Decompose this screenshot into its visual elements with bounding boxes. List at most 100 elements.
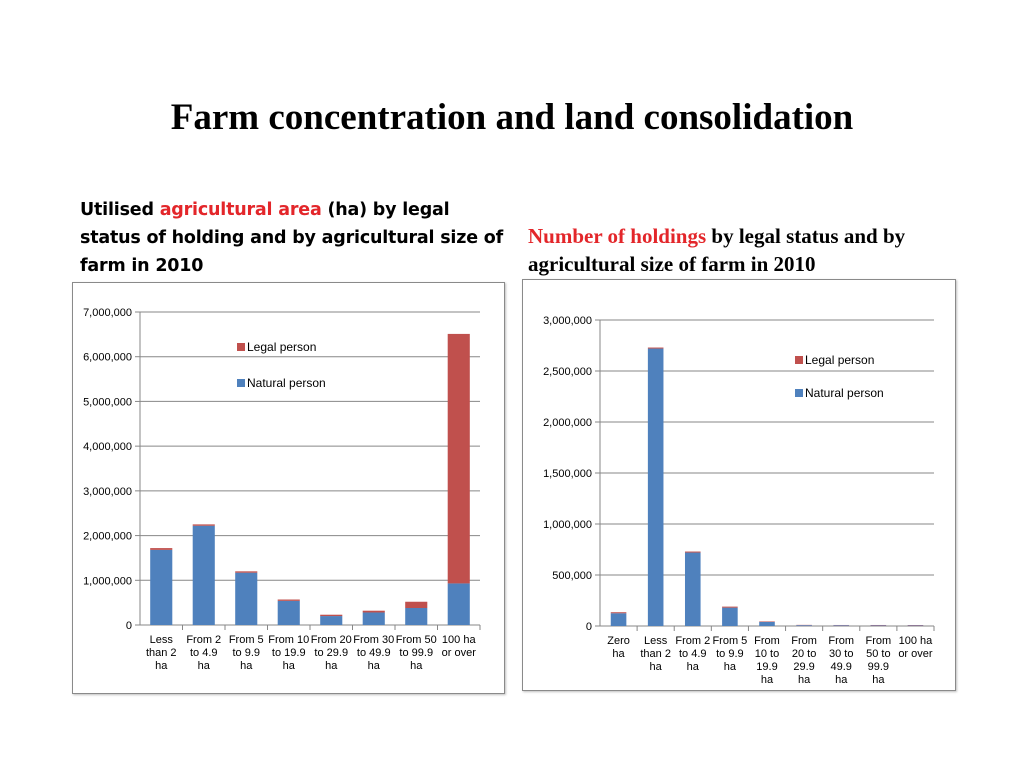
left-legend-label: Legal person <box>247 340 316 354</box>
left-category-label-line: From 20 <box>311 634 352 646</box>
right-category-label-line: or over <box>898 648 933 660</box>
right-category-label: From 30 to 49.9 ha <box>828 635 854 686</box>
right-category-label-line: ha <box>835 674 848 686</box>
left-bar-legal <box>192 524 215 526</box>
left-y-tick-label: 4,000,000 <box>83 441 132 453</box>
left-y-tick-label: 7,000,000 <box>83 307 132 319</box>
left-bar-natural <box>150 549 173 625</box>
left-legend-swatch <box>237 379 245 387</box>
left-category-label-line: to 49.9 <box>357 647 391 659</box>
right-category-label-line: From <box>865 635 891 647</box>
left-category-label: From 20 to 29.9 ha <box>311 634 352 672</box>
right-category-label-line: 99.9 <box>868 661 889 673</box>
left-category-label-line: to 4.9 <box>190 647 218 659</box>
right-category-label-line: ha <box>612 648 625 660</box>
left-category-label: From 30 to 49.9 ha <box>353 634 394 672</box>
utilised-area-chart: 0 1,000,000 2,000,000 3,000,000 4,000,000 5,0… <box>72 282 505 694</box>
right-bar-natural <box>870 625 887 626</box>
right-legend-swatch <box>795 389 803 397</box>
left-category-label-line: From 10 <box>268 634 309 646</box>
left-bar-legal <box>405 601 428 609</box>
left-category-label: From 10 to 19.9 ha <box>268 634 309 672</box>
right-y-tick-label: 2,500,000 <box>543 366 592 378</box>
left-bar-natural <box>320 616 343 625</box>
left-bar-natural <box>192 525 215 625</box>
right-y-tick-label: 0 <box>586 621 592 633</box>
right-bar-legal <box>610 612 627 614</box>
right-bar-natural <box>907 625 924 626</box>
left-category-label-line: From 2 <box>186 634 221 646</box>
left-category-label: From 50 to 99.9 ha <box>396 634 437 672</box>
left-bar-natural <box>277 600 300 625</box>
right-category-label-line: 50 to <box>866 648 890 660</box>
right-category-label-line: From 2 <box>675 635 710 647</box>
left-y-tick-label: 1,000,000 <box>83 575 132 587</box>
left-category-label: Less than 2 ha <box>146 634 177 672</box>
right-category-label-line: From 5 <box>712 635 747 647</box>
left-category-label: From 5 to 9.9 ha <box>229 634 264 672</box>
right-bar-natural <box>796 625 812 626</box>
left-y-tick-label: 5,000,000 <box>83 396 132 408</box>
left-bar-natural <box>447 583 470 625</box>
right-bar-legal <box>759 621 775 622</box>
left-category-label-line: ha <box>410 660 423 672</box>
left-legend-label: Natural person <box>247 376 326 390</box>
left-category-label: 100 ha or over <box>442 634 477 659</box>
right-category-label-line: From <box>828 635 854 647</box>
utilised-area-chart-svg: 0 1,000,000 2,000,000 3,000,000 4,000,000 5,0… <box>83 307 481 672</box>
right-category-label: From 5 to 9.9 ha <box>712 635 747 673</box>
left-category-label-line: ha <box>198 660 211 672</box>
right-category-label: From 20 to 29.9 ha <box>791 635 817 686</box>
left-category-label: From 2 to 4.9 ha <box>186 634 221 672</box>
right-category-label-line: to 9.9 <box>716 648 744 660</box>
right-category-label-line: Less <box>644 635 668 647</box>
left-category-label-line: ha <box>368 660 381 672</box>
right-category-label: Less than 2 ha <box>640 635 671 673</box>
right-category-label-line: ha <box>761 674 774 686</box>
left-bar-legal <box>277 599 300 601</box>
left-bar-legal <box>235 571 258 573</box>
right-heading-highlight: Number of holdings <box>528 224 707 248</box>
left-bar-natural <box>362 612 385 625</box>
left-heading-part2: (ha) by legal status of holding and by a… <box>80 200 503 276</box>
left-category-label-line: to 99.9 <box>399 647 433 659</box>
left-y-tick-label: 2,000,000 <box>83 531 132 543</box>
left-category-label-line: or over <box>442 647 477 659</box>
right-legend-label: Natural person <box>805 386 884 400</box>
left-bar-legal <box>447 333 470 584</box>
left-category-label-line: ha <box>325 660 338 672</box>
left-bar-legal <box>320 614 343 617</box>
left-bar-natural <box>235 572 258 625</box>
right-heading-part2: by legal status and by agricultural size… <box>528 224 906 276</box>
right-category-label-line: ha <box>798 674 811 686</box>
right-y-tick-label: 500,000 <box>552 570 592 582</box>
left-category-label-line: than 2 <box>146 647 177 659</box>
right-category-label-line: than 2 <box>640 648 671 660</box>
right-chart-heading: Number of holdings by legal status and b… <box>528 222 998 278</box>
right-category-label: 100 ha or over <box>898 635 933 660</box>
right-y-tick-label: 1,000,000 <box>543 519 592 531</box>
right-category-label-line: ha <box>872 674 885 686</box>
right-category-label-line: ha <box>650 661 663 673</box>
right-category-label-line: 10 to <box>755 648 779 660</box>
left-category-label-line: Less <box>150 634 174 646</box>
left-category-label-line: to 29.9 <box>314 647 348 659</box>
left-bar-natural <box>405 608 428 625</box>
right-category-label-line: ha <box>687 661 700 673</box>
right-bar-natural <box>610 613 627 626</box>
right-bar-natural <box>647 348 664 626</box>
left-y-tick-label: 6,000,000 <box>83 352 132 364</box>
holdings-chart: 0 500,000 1,000,000 1,500,000 2,000,000 2,500… <box>522 279 956 691</box>
left-category-label-line: to 9.9 <box>232 647 260 659</box>
right-category-label-line: 29.9 <box>793 661 814 673</box>
right-bar-natural <box>833 625 850 626</box>
right-y-tick-label: 2,000,000 <box>543 417 592 429</box>
left-heading-highlight: agricultural area <box>159 200 322 220</box>
left-category-label-line: From 5 <box>229 634 264 646</box>
right-category-label: From 2 to 4.9 ha <box>675 635 710 673</box>
right-category-label: From 10 to 19.9 ha <box>754 635 780 686</box>
right-category-label-line: 20 to <box>792 648 816 660</box>
right-category-label-line: 100 ha <box>899 635 934 647</box>
left-category-label-line: From 30 <box>353 634 394 646</box>
holdings-chart-svg: 0 500,000 1,000,000 1,500,000 2,000,000 2,500… <box>543 315 935 686</box>
